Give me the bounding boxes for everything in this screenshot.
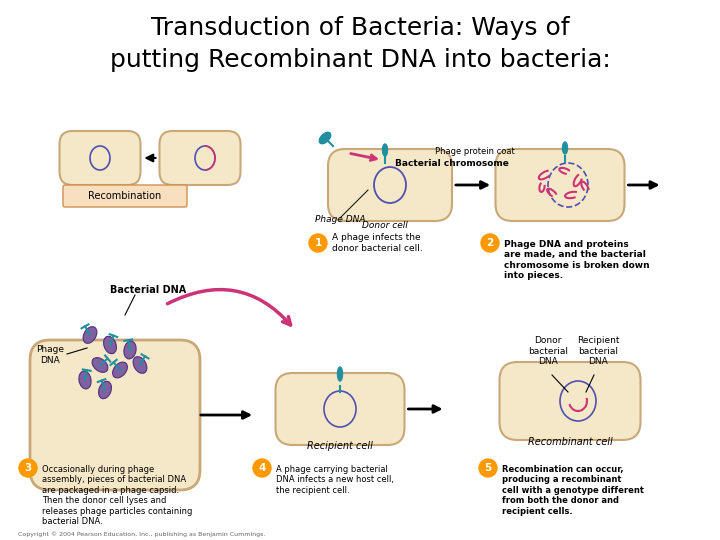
Text: 4: 4	[258, 463, 266, 473]
Text: Copyright © 2004 Pearson Education, Inc., publishing as Benjamin Cummings.: Copyright © 2004 Pearson Education, Inc.…	[18, 531, 266, 537]
Circle shape	[309, 234, 327, 252]
Text: Donor cell: Donor cell	[362, 220, 408, 230]
Text: Phage protein coat: Phage protein coat	[435, 147, 515, 157]
Ellipse shape	[99, 381, 112, 399]
Text: Recipient cell: Recipient cell	[307, 441, 373, 451]
Text: Bacterial DNA: Bacterial DNA	[110, 285, 186, 295]
Ellipse shape	[104, 336, 117, 354]
Ellipse shape	[562, 142, 567, 154]
FancyBboxPatch shape	[160, 131, 240, 185]
Text: Bacterial chromosome: Bacterial chromosome	[395, 159, 509, 167]
Circle shape	[481, 234, 499, 252]
Ellipse shape	[124, 341, 136, 359]
Text: Phage DNA and proteins
are made, and the bacterial
chromosome is broken down
int: Phage DNA and proteins are made, and the…	[504, 240, 649, 280]
Circle shape	[479, 459, 497, 477]
Text: Donor
bacterial
DNA: Donor bacterial DNA	[528, 336, 568, 366]
Ellipse shape	[92, 357, 108, 373]
Ellipse shape	[83, 327, 97, 343]
FancyBboxPatch shape	[63, 185, 187, 207]
Text: Recipient
bacterial
DNA: Recipient bacterial DNA	[577, 336, 619, 366]
Text: A phage infects the
donor bacterial cell.: A phage infects the donor bacterial cell…	[332, 233, 423, 253]
Ellipse shape	[319, 132, 330, 144]
Circle shape	[253, 459, 271, 477]
Ellipse shape	[112, 362, 127, 378]
FancyBboxPatch shape	[500, 362, 641, 440]
Text: 3: 3	[24, 463, 32, 473]
Text: Transduction of Bacteria: Ways of: Transduction of Bacteria: Ways of	[150, 16, 570, 40]
Text: 2: 2	[487, 238, 494, 248]
Text: 5: 5	[485, 463, 492, 473]
Text: 1: 1	[315, 238, 322, 248]
FancyBboxPatch shape	[30, 340, 200, 490]
Circle shape	[19, 459, 37, 477]
Ellipse shape	[133, 356, 147, 373]
Text: Recombinant cell: Recombinant cell	[528, 437, 613, 447]
FancyBboxPatch shape	[60, 131, 140, 185]
FancyBboxPatch shape	[276, 373, 405, 445]
Ellipse shape	[382, 144, 387, 156]
Ellipse shape	[79, 371, 91, 389]
Text: putting Recombinant DNA into bacteria:: putting Recombinant DNA into bacteria:	[109, 48, 611, 72]
Text: A phage carrying bacterial
DNA infects a new host cell,
the recipient cell.: A phage carrying bacterial DNA infects a…	[276, 465, 394, 495]
FancyBboxPatch shape	[495, 149, 624, 221]
Text: Occasionally during phage
assembly, pieces of bacterial DNA
are packaged in a ph: Occasionally during phage assembly, piec…	[42, 465, 192, 526]
Text: Recombination can occur,
producing a recombinant
cell with a genotype different
: Recombination can occur, producing a rec…	[502, 465, 644, 516]
Text: Recombination: Recombination	[89, 191, 161, 201]
Ellipse shape	[338, 367, 343, 381]
Text: Phage DNA: Phage DNA	[315, 215, 365, 225]
FancyBboxPatch shape	[328, 149, 452, 221]
Text: Phage
DNA: Phage DNA	[36, 345, 64, 364]
